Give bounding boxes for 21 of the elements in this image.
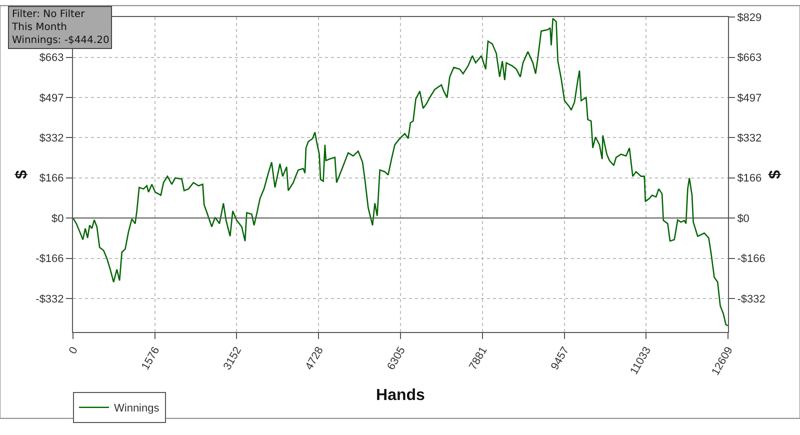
y-tick-label: $663 <box>39 52 64 64</box>
annotation: Filter: No Filter This Month Winnings: -$444.20 <box>11 9 110 46</box>
y-axis-title: $ <box>14 170 31 179</box>
y2-tick-label: -$332 <box>737 293 766 306</box>
y-tick-label: -$166 <box>36 253 64 266</box>
y-tick-label: $332 <box>39 132 64 144</box>
y2-tick-label: $166 <box>737 172 762 185</box>
y-tick-label: -$332 <box>36 293 64 306</box>
y-tick-label: $497 <box>39 92 64 104</box>
y2-tick-label: $332 <box>737 132 762 144</box>
y2-tick-label: -$166 <box>737 253 766 266</box>
y2-tick-label: $829 <box>737 12 762 24</box>
legend-label: Winnings <box>114 402 160 415</box>
y2-tick-label: $663 <box>737 52 762 64</box>
x-axis-title: Hands <box>376 387 426 404</box>
y-tick-label: $0 <box>52 212 64 225</box>
y-tick-label: $166 <box>39 172 64 185</box>
y2-tick-label: $497 <box>737 92 762 104</box>
y2-axis-title: $ <box>767 170 784 179</box>
y2-tick-label: $0 <box>737 212 750 225</box>
x-tick-label: 0 <box>66 344 80 356</box>
